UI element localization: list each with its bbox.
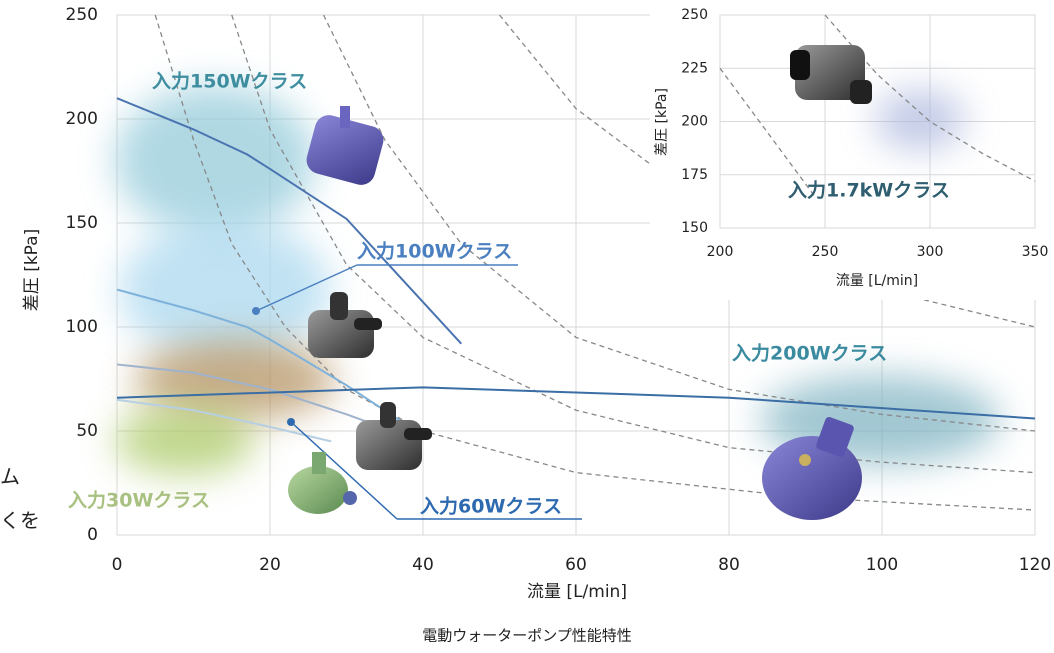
class-label: 入力60Wクラス [420, 495, 562, 518]
class-label: 入力150Wクラス [152, 70, 307, 93]
pump-image [790, 45, 872, 104]
y-tick-label: 0 [87, 525, 98, 545]
pump-image [288, 452, 357, 514]
side-text: ム [0, 465, 20, 489]
x-tick-label: 120 [1019, 555, 1051, 575]
x-tick-label: 250 [812, 244, 839, 260]
x-tick-label: 40 [412, 555, 434, 575]
region-blob [875, 90, 965, 150]
x-tick-label: 80 [718, 555, 740, 575]
y-tick-label: 50 [76, 421, 98, 441]
region-blob [115, 405, 255, 475]
x-tick-label: 60 [565, 555, 587, 575]
y-tick-label: 200 [66, 109, 98, 129]
class-label: 入力1.7kWクラス [788, 179, 950, 202]
x-tick-label: 350 [1022, 244, 1049, 260]
pump-image [356, 402, 432, 470]
x-tick-label: 0 [112, 555, 123, 575]
x-tick-label: 200 [707, 244, 734, 260]
region-blob [115, 85, 315, 235]
y-tick-label: 250 [66, 5, 98, 25]
side-text: くを [0, 509, 40, 533]
leader-dot [252, 307, 260, 315]
x-axis-label: 流量 [L/min] [836, 273, 918, 289]
caption: 電動ウォーターポンプ性能特性 [422, 627, 632, 645]
y-axis-label: 差圧 [kPa] [22, 229, 42, 311]
x-tick-label: 20 [259, 555, 281, 575]
x-axis-label: 流量 [L/min] [527, 582, 627, 602]
class-label: 入力30Wクラス [68, 489, 210, 512]
x-tick-label: 100 [866, 555, 898, 575]
chart-page: 0 20 40 60 80 100 120 0 50 100 150 200 250 流量 [L/min]… [0, 0, 1054, 649]
y-tick-label: 200 [681, 114, 708, 130]
pump-image [303, 106, 386, 188]
x-tick-label: 300 [917, 244, 944, 260]
leader-dot [287, 418, 295, 426]
y-tick-label: 150 [681, 220, 708, 236]
y-tick-label: 100 [66, 317, 98, 337]
y-axis-label: 差圧 [kPa] [654, 88, 670, 156]
y-tick-label: 175 [681, 167, 708, 183]
class-label: 入力200Wクラス [732, 342, 887, 365]
region-blob [120, 220, 330, 360]
y-tick-label: 150 [66, 213, 98, 233]
class-label: 入力100Wクラス [357, 240, 512, 263]
y-tick-label: 250 [681, 7, 708, 23]
y-tick-label: 225 [681, 60, 708, 76]
